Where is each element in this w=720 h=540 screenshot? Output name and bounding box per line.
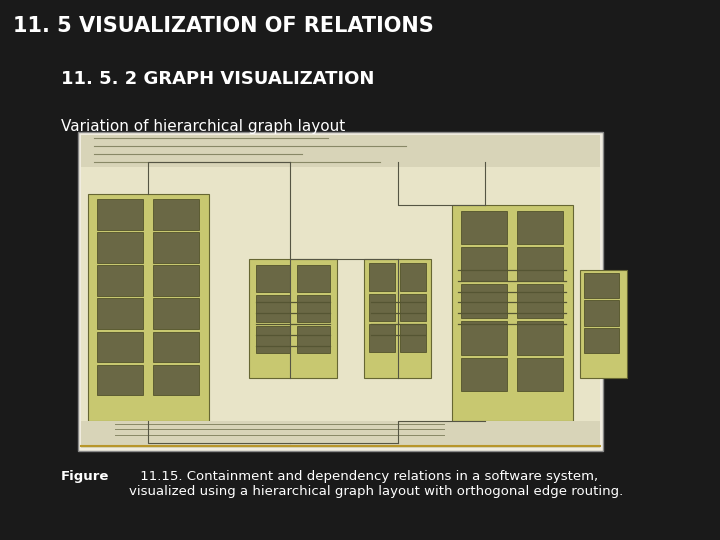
FancyBboxPatch shape bbox=[297, 265, 330, 292]
Text: 11. 5 VISUALIZATION OF RELATIONS: 11. 5 VISUALIZATION OF RELATIONS bbox=[14, 16, 434, 36]
FancyBboxPatch shape bbox=[517, 358, 563, 392]
FancyBboxPatch shape bbox=[297, 326, 330, 353]
FancyBboxPatch shape bbox=[462, 358, 508, 392]
FancyBboxPatch shape bbox=[580, 270, 627, 378]
FancyBboxPatch shape bbox=[364, 259, 431, 378]
FancyBboxPatch shape bbox=[462, 247, 508, 281]
FancyBboxPatch shape bbox=[297, 295, 330, 322]
FancyBboxPatch shape bbox=[517, 247, 563, 281]
FancyBboxPatch shape bbox=[256, 295, 289, 322]
FancyBboxPatch shape bbox=[583, 300, 619, 326]
FancyBboxPatch shape bbox=[400, 324, 426, 352]
FancyBboxPatch shape bbox=[153, 299, 199, 329]
FancyBboxPatch shape bbox=[153, 364, 199, 395]
FancyBboxPatch shape bbox=[97, 332, 143, 362]
FancyBboxPatch shape bbox=[369, 294, 395, 321]
FancyBboxPatch shape bbox=[583, 273, 619, 299]
FancyBboxPatch shape bbox=[369, 324, 395, 352]
Text: 11. 5. 2 GRAPH VISUALIZATION: 11. 5. 2 GRAPH VISUALIZATION bbox=[60, 70, 374, 88]
FancyBboxPatch shape bbox=[97, 232, 143, 263]
FancyBboxPatch shape bbox=[249, 259, 337, 378]
FancyBboxPatch shape bbox=[400, 294, 426, 321]
FancyBboxPatch shape bbox=[97, 199, 143, 230]
FancyBboxPatch shape bbox=[78, 132, 603, 451]
FancyBboxPatch shape bbox=[462, 211, 508, 244]
FancyBboxPatch shape bbox=[97, 364, 143, 395]
FancyBboxPatch shape bbox=[81, 421, 600, 448]
FancyBboxPatch shape bbox=[256, 326, 289, 353]
FancyBboxPatch shape bbox=[97, 266, 143, 296]
FancyBboxPatch shape bbox=[153, 232, 199, 263]
FancyBboxPatch shape bbox=[88, 194, 209, 421]
FancyBboxPatch shape bbox=[369, 264, 395, 291]
FancyBboxPatch shape bbox=[451, 205, 573, 421]
FancyBboxPatch shape bbox=[256, 265, 289, 292]
FancyBboxPatch shape bbox=[462, 284, 508, 318]
FancyBboxPatch shape bbox=[517, 284, 563, 318]
FancyBboxPatch shape bbox=[153, 266, 199, 296]
FancyBboxPatch shape bbox=[583, 328, 619, 353]
FancyBboxPatch shape bbox=[97, 299, 143, 329]
FancyBboxPatch shape bbox=[81, 135, 600, 167]
FancyBboxPatch shape bbox=[153, 332, 199, 362]
FancyBboxPatch shape bbox=[81, 135, 600, 448]
FancyBboxPatch shape bbox=[517, 321, 563, 355]
FancyBboxPatch shape bbox=[462, 321, 508, 355]
Text: Figure: Figure bbox=[60, 470, 109, 483]
Text: 11.15. Containment and dependency relations in a software system,
    visualized: 11.15. Containment and dependency relati… bbox=[112, 470, 623, 498]
FancyBboxPatch shape bbox=[400, 264, 426, 291]
FancyBboxPatch shape bbox=[517, 211, 563, 244]
FancyBboxPatch shape bbox=[153, 199, 199, 230]
Text: Variation of hierarchical graph layout: Variation of hierarchical graph layout bbox=[60, 119, 345, 134]
